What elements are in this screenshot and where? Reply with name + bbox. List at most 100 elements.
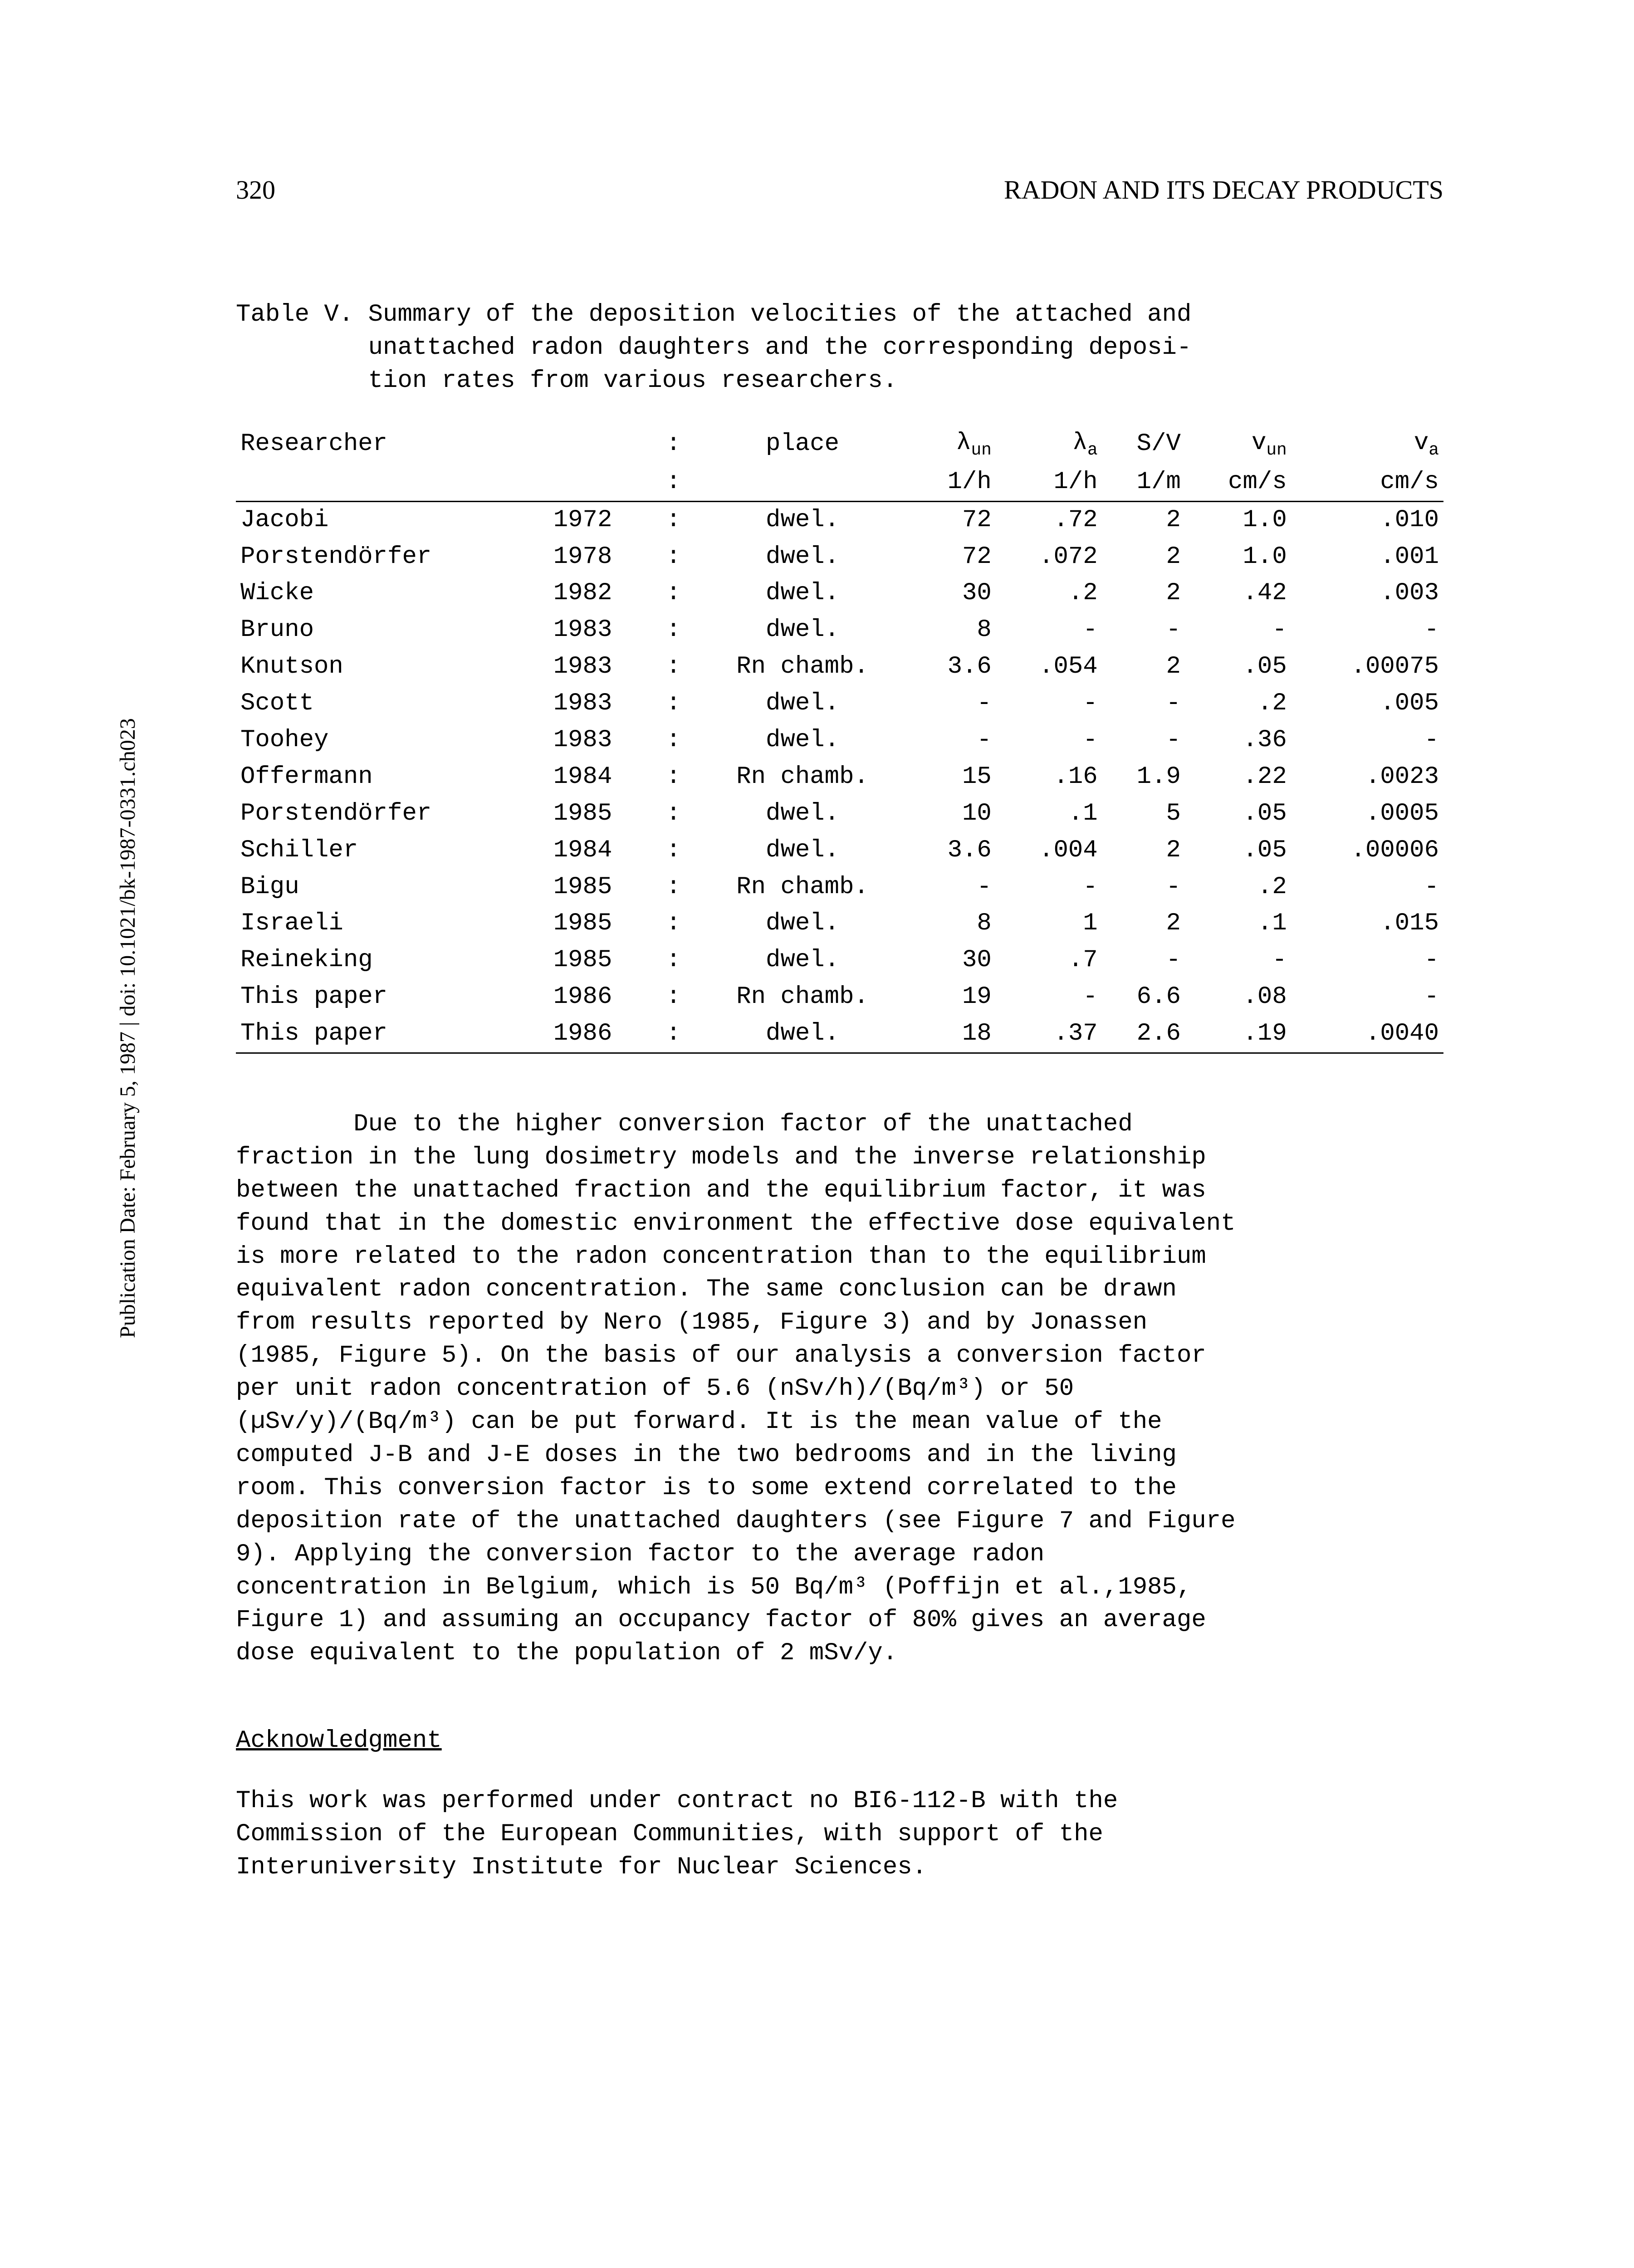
cell-year: 1982 (549, 575, 655, 612)
cell-lambda-un: 30 (913, 575, 996, 612)
cell-sv: 2 (1102, 575, 1185, 612)
discussion-paragraph: Due to the higher conversion factor of t… (236, 1108, 1443, 1670)
col-v-a: va (1292, 425, 1443, 464)
cell-v-un: 1.0 (1185, 501, 1292, 538)
table-row: Scott1983:dwel.---.2.005 (236, 685, 1443, 722)
cell-lambda-a: .7 (996, 942, 1102, 979)
cell-researcher: Knutson (236, 649, 549, 685)
cell-lambda-a: .1 (996, 796, 1102, 832)
cell-lambda-un: 15 (913, 759, 996, 796)
cell-v-un: .42 (1185, 575, 1292, 612)
cell-sv: 1.9 (1102, 759, 1185, 796)
cell-place: dwel. (692, 942, 913, 979)
cell-lambda-a: 1 (996, 905, 1102, 942)
cell-sv: 2 (1102, 501, 1185, 538)
cell-sep: : (655, 649, 692, 685)
cell-lambda-un: 18 (913, 1016, 996, 1053)
cell-v-un: .19 (1185, 1016, 1292, 1053)
side-citation: Publication Date: February 5, 1987 | doi… (113, 718, 143, 1338)
cell-sep: : (655, 501, 692, 538)
col-researcher: Researcher (236, 425, 549, 464)
cell-v-un: 1.0 (1185, 539, 1292, 576)
cell-lambda-a: - (996, 979, 1102, 1016)
cell-place: Rn chamb. (692, 759, 913, 796)
cell-v-a: - (1292, 612, 1443, 649)
cell-sep: : (655, 796, 692, 832)
cell-sep: : (655, 759, 692, 796)
cell-lambda-a: .37 (996, 1016, 1102, 1053)
cell-sv: 2 (1102, 539, 1185, 576)
col-sep: : (655, 425, 692, 464)
cell-v-a: - (1292, 942, 1443, 979)
cell-researcher: Reineking (236, 942, 549, 979)
col-v-un: vun (1185, 425, 1292, 464)
cell-sep: : (655, 1016, 692, 1053)
blank-cell (549, 464, 655, 501)
table-caption: Table V. Summary of the deposition veloc… (236, 298, 1443, 398)
cell-v-a: .0040 (1292, 1016, 1443, 1053)
cell-sep: : (655, 942, 692, 979)
cell-year: 1986 (549, 1016, 655, 1053)
cell-place: Rn chamb. (692, 979, 913, 1016)
cell-year: 1986 (549, 979, 655, 1016)
cell-sv: - (1102, 685, 1185, 722)
cell-place: dwel. (692, 832, 913, 869)
cell-v-a: .0023 (1292, 759, 1443, 796)
cell-lambda-a: .004 (996, 832, 1102, 869)
acknowledgment-body: This work was performed under contract n… (236, 1785, 1443, 1884)
cell-place: dwel. (692, 1016, 913, 1053)
cell-v-a: .003 (1292, 575, 1443, 612)
cell-v-un: .1 (1185, 905, 1292, 942)
cell-researcher: Porstendörfer (236, 539, 549, 576)
cell-v-un: .22 (1185, 759, 1292, 796)
cell-sv: - (1102, 942, 1185, 979)
cell-v-a: .015 (1292, 905, 1443, 942)
table-row: Schiller1984:dwel.3.6.0042.05.00006 (236, 832, 1443, 869)
table-row: Israeli1985:dwel.812.1.015 (236, 905, 1443, 942)
cell-v-a: .001 (1292, 539, 1443, 576)
cell-lambda-un: 19 (913, 979, 996, 1016)
cell-v-a: - (1292, 869, 1443, 906)
page-number: 320 (236, 172, 275, 208)
table-row: Bigu1985:Rn chamb.---.2- (236, 869, 1443, 906)
table-row: Wicke1982:dwel.30.22.42.003 (236, 575, 1443, 612)
cell-place: dwel. (692, 796, 913, 832)
cell-lambda-un: 3.6 (913, 649, 996, 685)
col-lambda-a: λa (996, 425, 1102, 464)
cell-lambda-un: 72 (913, 501, 996, 538)
cell-v-un: .2 (1185, 685, 1292, 722)
blank-cell (692, 464, 913, 501)
cell-researcher: Toohey (236, 722, 549, 759)
cell-researcher: Bruno (236, 612, 549, 649)
cell-lambda-a: .072 (996, 539, 1102, 576)
cell-lambda-un: 8 (913, 905, 996, 942)
cell-year: 1978 (549, 539, 655, 576)
cell-place: dwel. (692, 539, 913, 576)
cell-v-a: .0005 (1292, 796, 1443, 832)
cell-sep: : (655, 722, 692, 759)
cell-year: 1983 (549, 649, 655, 685)
cell-place: dwel. (692, 685, 913, 722)
cell-year: 1985 (549, 869, 655, 906)
cell-lambda-a: - (996, 612, 1102, 649)
table-row: Reineking1985:dwel.30.7--- (236, 942, 1443, 979)
cell-sv: 2.6 (1102, 1016, 1185, 1053)
cell-v-un: - (1185, 942, 1292, 979)
cell-year: 1972 (549, 501, 655, 538)
cell-lambda-un: - (913, 685, 996, 722)
table-header-row: Researcher : place λun λa S/V vun va (236, 425, 1443, 464)
cell-v-un: .05 (1185, 832, 1292, 869)
cell-lambda-un: 10 (913, 796, 996, 832)
cell-sv: 6.6 (1102, 979, 1185, 1016)
cell-lambda-a: .054 (996, 649, 1102, 685)
cell-v-un: .08 (1185, 979, 1292, 1016)
cell-researcher: Scott (236, 685, 549, 722)
cell-place: dwel. (692, 722, 913, 759)
cell-sep: : (655, 539, 692, 576)
cell-sv: - (1102, 612, 1185, 649)
col-sv: S/V (1102, 425, 1185, 464)
cell-lambda-a: .2 (996, 575, 1102, 612)
cell-researcher: Offermann (236, 759, 549, 796)
table-units-row: : 1/h 1/h 1/m cm/s cm/s (236, 464, 1443, 501)
cell-sv: 2 (1102, 905, 1185, 942)
